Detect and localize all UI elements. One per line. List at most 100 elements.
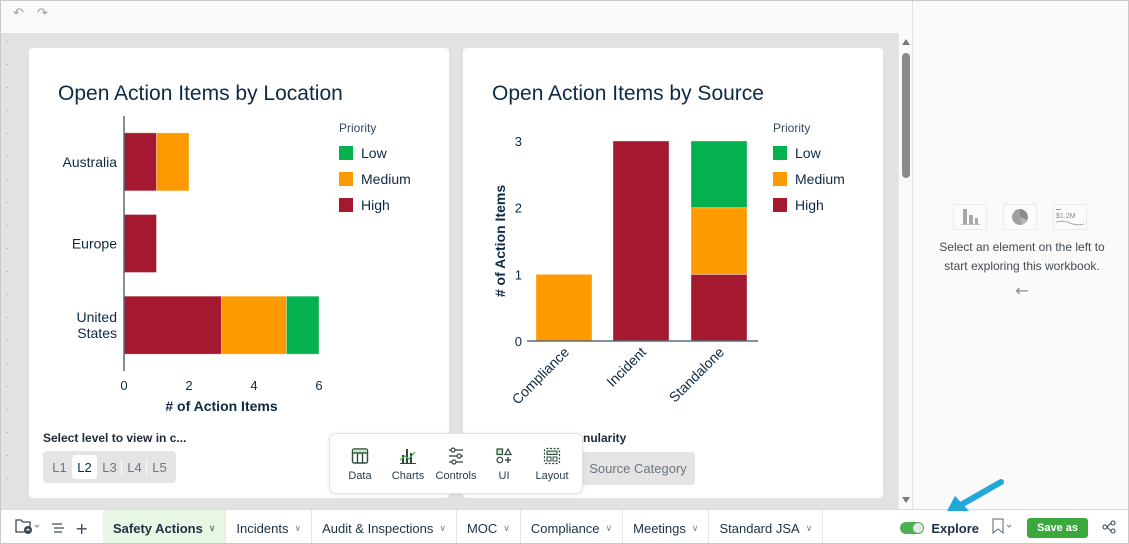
granularity-option-source-category[interactable]: Source Category	[581, 452, 695, 485]
legend-label[interactable]: Low	[361, 145, 388, 161]
bar-segment-low[interactable]	[286, 295, 320, 355]
explore-panel: $1.2M Select an element on the left to s…	[912, 1, 1128, 509]
add-data-button[interactable]: Data	[336, 434, 384, 493]
chevron-down-icon[interactable]: ∨	[208, 522, 216, 533]
bar-segment-high[interactable]	[123, 214, 157, 273]
page-tab[interactable]: Compliance ∨	[521, 510, 624, 543]
bar-segment-high[interactable]	[690, 273, 748, 342]
x-tick-label: 0	[120, 378, 127, 393]
category-label: Europe	[72, 236, 117, 252]
undo-icon[interactable]: ↶	[13, 6, 24, 21]
bar-segment-high[interactable]	[612, 140, 670, 342]
legend-swatch-medium	[339, 172, 353, 186]
page-tab-label: Safety Actions	[113, 520, 203, 536]
chevron-down-icon[interactable]: ∨	[439, 522, 446, 533]
level-l4[interactable]: L4	[121, 455, 147, 479]
explore-label[interactable]: Explore	[931, 520, 980, 536]
add-page-icon[interactable]: +	[75, 518, 89, 538]
scroll-down-icon[interactable]	[902, 497, 910, 503]
level-l5[interactable]: L5	[146, 455, 172, 479]
level-control-label: Select level to view in c...	[43, 431, 187, 445]
page-tab[interactable]: Incidents ∨	[226, 510, 313, 543]
save-as-button[interactable]: Save as	[1027, 518, 1088, 538]
level-segmented-control: L1 L2 L3 L4 L5	[43, 451, 176, 483]
category-label: United States	[77, 309, 117, 341]
y-tick-label: 3	[515, 134, 522, 149]
page-tab-label: Standard JSA	[719, 520, 800, 536]
folder-icon[interactable]	[15, 517, 41, 539]
page-tab[interactable]: Audit & Inspections ∨	[312, 510, 457, 543]
add-controls-label: Controls	[435, 469, 477, 482]
layout-icon	[543, 447, 561, 464]
category-label: Incident	[603, 344, 649, 390]
legend-label[interactable]: Low	[795, 145, 822, 161]
granularity-control-label: nularity	[583, 431, 627, 445]
page-list-icon[interactable]	[51, 519, 65, 538]
bar-segment-medium[interactable]	[690, 207, 748, 275]
legend-label[interactable]: Medium	[361, 171, 411, 187]
add-ui-button[interactable]: UI	[480, 434, 528, 493]
redo-icon[interactable]: ↷	[37, 6, 48, 21]
page-tab[interactable]: MOC ∨	[457, 510, 521, 543]
add-controls-button[interactable]: Controls	[432, 434, 480, 493]
bar-segment-medium[interactable]	[221, 295, 287, 355]
x-tick-label: 6	[315, 378, 322, 393]
add-layout-label: Layout	[535, 469, 569, 482]
chevron-down-icon[interactable]: ∨	[805, 522, 813, 533]
bar-segment-low[interactable]	[690, 140, 748, 209]
page-tab-label: Audit & Inspections	[322, 520, 434, 536]
level-l2[interactable]: L2	[72, 455, 97, 479]
canvas-scrollbar[interactable]	[898, 33, 912, 509]
legend-title: Priority	[773, 121, 810, 135]
page-tab-label: Meetings	[633, 520, 686, 536]
arrow-left-icon: ←	[1015, 281, 1029, 300]
chevron-down-icon[interactable]: ∨	[605, 522, 613, 533]
level-l3[interactable]: L3	[102, 459, 117, 475]
add-element-toolbar: Data Charts Controls UI Layout	[329, 433, 583, 494]
page-tab-label: Incidents	[236, 520, 289, 536]
legend-label[interactable]: High	[795, 197, 824, 213]
share-graph-icon[interactable]	[1102, 519, 1116, 538]
location-bar-chart: Australia Europe United States 0 2 4 6 # of Acti…	[63, 116, 411, 414]
source-chart-card[interactable]: Open Action Items by Source Compliance In…	[463, 48, 883, 498]
y-tick-label: 0	[515, 334, 522, 349]
scroll-up-icon[interactable]	[902, 39, 910, 45]
chevron-down-icon[interactable]: ∨	[691, 522, 699, 533]
level-l1[interactable]: L1	[52, 459, 67, 475]
category-label: Australia	[63, 154, 118, 170]
workbook-canvas: Open Action Items by Location Australia E…	[1, 33, 898, 509]
explore-hint-line1: Select an element on the left to	[939, 240, 1105, 254]
chart-icon	[399, 448, 416, 464]
legend-label[interactable]: High	[361, 197, 390, 213]
page-tab-label: Compliance	[530, 520, 600, 536]
location-chart-card[interactable]: Open Action Items by Location Australia E…	[29, 48, 449, 498]
explore-hint: Select an element on the left to start e…	[913, 238, 1128, 276]
chevron-down-icon[interactable]: ∨	[503, 522, 510, 533]
bookmark-icon[interactable]	[991, 518, 1015, 538]
legend-title: Priority	[339, 121, 376, 135]
legend-swatch-low	[773, 146, 787, 160]
bar-segment-high[interactable]	[123, 132, 157, 192]
legend-swatch-low	[339, 146, 353, 160]
kpi-value: $1.2M	[1056, 213, 1076, 220]
page-tab[interactable]: Standard JSA ∨	[709, 510, 824, 543]
bar-segment-medium[interactable]	[535, 273, 593, 342]
chevron-down-icon[interactable]: ∨	[294, 522, 302, 533]
x-tick-label: 2	[185, 378, 192, 393]
bar-segment-high[interactable]	[123, 295, 222, 355]
add-layout-button[interactable]: Layout	[528, 434, 576, 493]
category-label: Standalone	[666, 344, 728, 406]
explore-toggle[interactable]	[900, 522, 925, 534]
page-tab[interactable]: Meetings ∨	[623, 510, 710, 543]
shapes-icon	[496, 447, 513, 463]
y-tick-label: 1	[515, 267, 522, 282]
bar-segment-medium[interactable]	[156, 132, 190, 192]
page-tab[interactable]: Safety Actions ∨	[103, 510, 227, 543]
explore-hint-line2: start exploring this workbook.	[944, 259, 1100, 273]
add-charts-button[interactable]: Charts	[384, 434, 432, 493]
scrollbar-thumb[interactable]	[902, 53, 910, 178]
legend-label[interactable]: Medium	[795, 171, 845, 187]
bar-chart-icon	[953, 204, 987, 230]
legend-swatch-high	[773, 198, 787, 212]
